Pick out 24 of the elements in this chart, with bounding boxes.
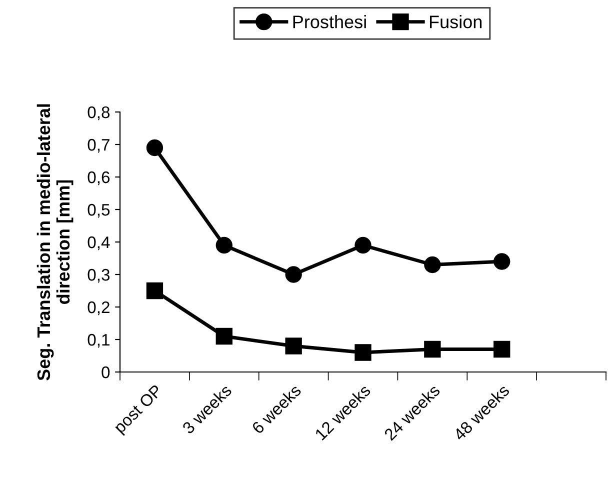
- point: [354, 344, 372, 361]
- y-tick-label: 0,8: [88, 106, 110, 120]
- y-tick-label: 0,6: [88, 171, 110, 186]
- point: [424, 340, 441, 358]
- point: [494, 253, 510, 270]
- legend-label: Prosthesi: [293, 15, 366, 28]
- y-tick-label: 0,7: [88, 138, 110, 153]
- point: [424, 256, 441, 274]
- point: [494, 340, 510, 358]
- point: [354, 236, 372, 254]
- y-axis-title: Seg. Translation in medio-lateral direction [mm]: [36, 104, 74, 380]
- point: [216, 328, 232, 345]
- point: [285, 338, 302, 354]
- point: [146, 282, 164, 300]
- y-tick-label: 0,1: [88, 334, 110, 348]
- y-tick-label: 0,2: [88, 301, 110, 316]
- point: [285, 266, 302, 283]
- point: [146, 139, 164, 156]
- y-tick-label: 0,5: [88, 204, 110, 218]
- y-tick-label: 0,3: [88, 268, 110, 283]
- y-tick-label: 0: [102, 366, 110, 378]
- y-tick-label: 0,4: [88, 236, 110, 250]
- legend-label: Fusion: [430, 15, 482, 28]
- point: [216, 236, 232, 254]
